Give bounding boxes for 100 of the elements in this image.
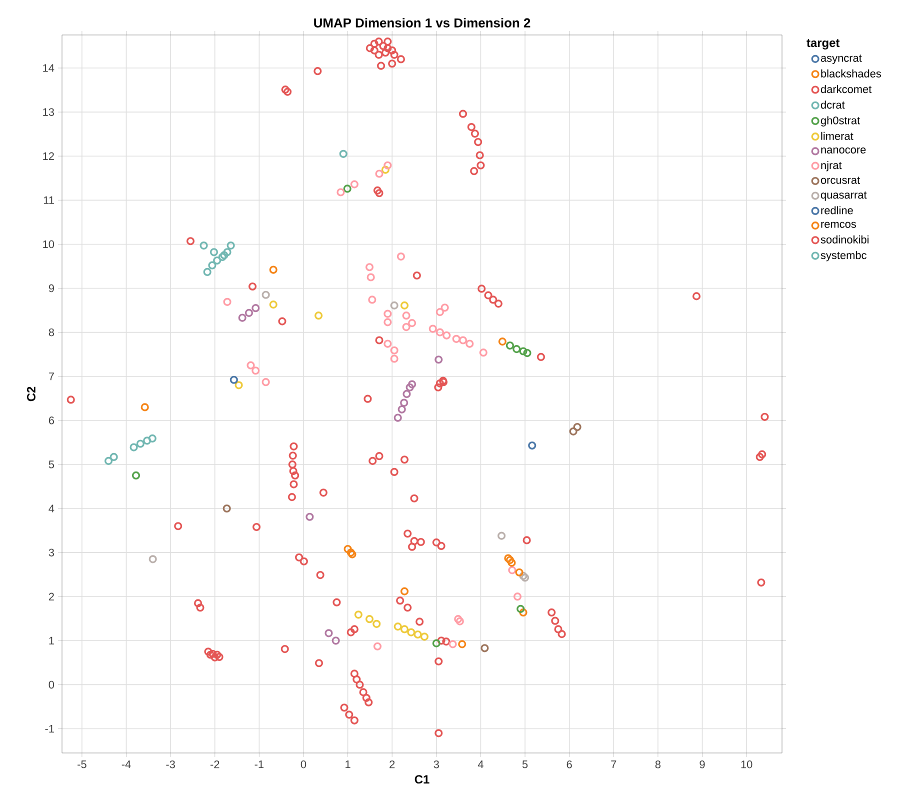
x-tick-label: 6 xyxy=(566,760,572,768)
point xyxy=(398,405,406,414)
legend-label: redline xyxy=(821,206,853,214)
legend-label: asyncrat xyxy=(820,54,862,64)
x-tick-label: 7 xyxy=(611,760,616,768)
chart-title: UMAP Dimension 1 vs Dimension 2 xyxy=(314,18,530,28)
point xyxy=(456,617,464,626)
point xyxy=(400,625,409,634)
point xyxy=(143,436,152,445)
point xyxy=(467,122,476,132)
point xyxy=(436,328,444,336)
y-tick-label: 3 xyxy=(48,548,54,556)
y-tick-label: 0 xyxy=(48,680,54,689)
point xyxy=(366,273,375,282)
point xyxy=(573,422,582,432)
point xyxy=(218,252,226,262)
point xyxy=(375,170,384,178)
point xyxy=(290,480,298,488)
x-tick-label: -3 xyxy=(166,760,175,768)
x-tick-label: 8 xyxy=(655,760,661,768)
point xyxy=(384,340,392,348)
point xyxy=(381,166,390,174)
point xyxy=(314,312,323,320)
point xyxy=(365,615,374,624)
x-tick-label: 10 xyxy=(741,760,752,768)
point xyxy=(400,301,409,310)
point xyxy=(436,308,444,316)
point xyxy=(516,604,525,613)
legend-label: orcusrat xyxy=(820,176,860,184)
point xyxy=(222,504,231,513)
point xyxy=(506,341,514,350)
point xyxy=(528,441,536,450)
x-tick-label: -5 xyxy=(78,760,86,768)
point xyxy=(508,566,516,574)
y-tick-label: 4 xyxy=(48,504,54,512)
point xyxy=(210,248,218,256)
point xyxy=(476,151,484,160)
point xyxy=(368,296,376,304)
y-axis-title: C2 xyxy=(27,386,36,402)
point xyxy=(519,347,528,356)
point xyxy=(407,628,416,636)
point xyxy=(262,378,270,386)
y-tick-label: 6 xyxy=(48,416,54,424)
legend-label: nanocore xyxy=(821,148,866,154)
point xyxy=(458,110,468,118)
x-tick-label: 0 xyxy=(300,760,306,768)
point xyxy=(288,452,297,460)
point xyxy=(390,346,398,354)
y-tick-label: -1 xyxy=(45,724,54,733)
point xyxy=(515,568,524,576)
point xyxy=(223,248,232,256)
point xyxy=(269,300,278,309)
point xyxy=(223,298,232,306)
point xyxy=(498,338,506,346)
point xyxy=(372,620,381,628)
point xyxy=(408,380,416,388)
point xyxy=(130,443,138,452)
point xyxy=(104,456,113,465)
legend-label: njrat xyxy=(821,161,842,172)
legend-title: target xyxy=(806,39,840,50)
x-tick-label: -2 xyxy=(210,760,220,768)
point xyxy=(365,263,374,272)
point xyxy=(252,304,260,312)
point xyxy=(428,324,437,333)
point xyxy=(244,308,254,317)
point xyxy=(200,241,208,250)
point xyxy=(306,512,314,521)
point xyxy=(110,452,118,462)
y-tick-label: 1 xyxy=(49,636,54,644)
y-tick-label: 9 xyxy=(48,284,54,292)
point xyxy=(408,319,416,328)
point xyxy=(406,383,414,392)
y-tick-label: 7 xyxy=(48,372,54,380)
y-tick-label: 8 xyxy=(48,328,54,336)
point xyxy=(203,268,212,276)
point xyxy=(394,622,402,631)
point xyxy=(213,256,222,265)
point xyxy=(474,138,482,146)
legend-label: sodinokibi xyxy=(820,235,868,244)
legend-label: systembc xyxy=(820,251,866,262)
x-tick-label: 5 xyxy=(522,760,528,768)
point xyxy=(520,574,530,582)
legend-label: dcrat xyxy=(820,100,845,109)
point xyxy=(226,241,235,250)
legend-label: remcos xyxy=(821,222,856,228)
legend-label: blackshades xyxy=(821,69,881,78)
point xyxy=(136,440,144,448)
point xyxy=(332,636,340,645)
point xyxy=(523,348,532,358)
point xyxy=(458,640,466,648)
point xyxy=(512,345,521,354)
point xyxy=(289,467,298,476)
point xyxy=(343,184,352,193)
y-tick-label: 14 xyxy=(43,64,54,72)
point xyxy=(569,427,578,436)
legend-label: quasarrat xyxy=(820,191,867,201)
point xyxy=(402,312,410,320)
legend-label: darkcomet xyxy=(820,85,872,94)
point xyxy=(402,322,410,332)
point xyxy=(519,572,528,580)
